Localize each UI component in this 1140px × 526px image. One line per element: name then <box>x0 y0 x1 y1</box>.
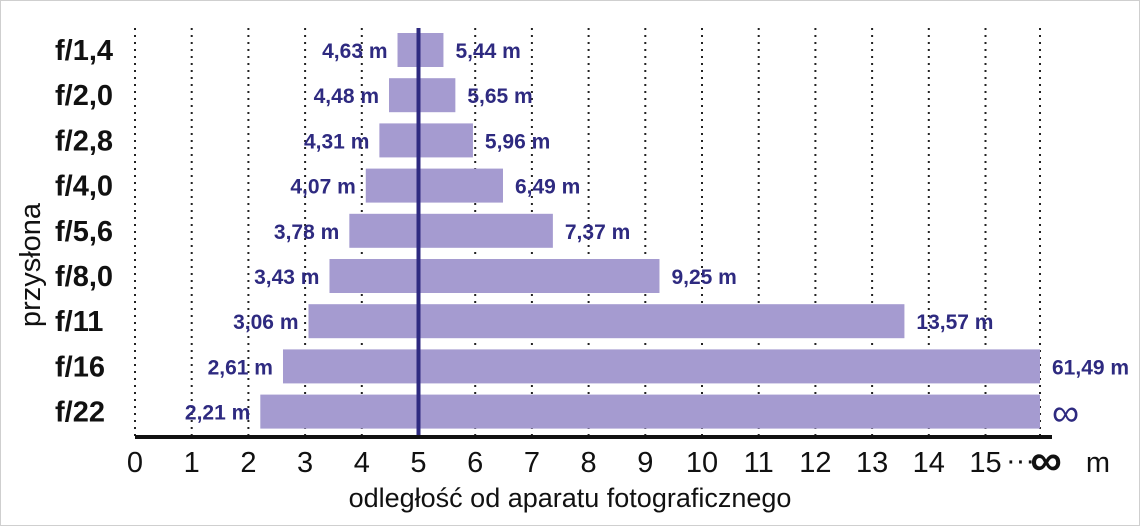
near-value-label: 4,63 m <box>322 40 387 63</box>
x-tick-label: 10 <box>686 447 718 479</box>
x-infinity-label: ∞ <box>1030 436 1061 485</box>
bar <box>349 213 553 248</box>
bar <box>379 123 473 158</box>
far-value-label: 5,44 m <box>455 40 520 63</box>
near-value-label: 4,07 m <box>290 176 355 199</box>
x-tick-label: 14 <box>913 447 945 479</box>
bar <box>260 394 1040 429</box>
y-category-labels: f/1,4 f/2,0 f/2,8 f/4,0 f/5,6 f/8,0 f/11 f/16 f/… <box>55 35 113 429</box>
x-axis-title: odległość od aparatu fotograficznego <box>349 483 792 513</box>
far-value-label: ∞ <box>1052 393 1079 435</box>
x-ellipsis: ··· <box>1006 445 1035 477</box>
x-tick-label: 13 <box>856 447 888 479</box>
near-value-label: 3,43 m <box>254 266 319 289</box>
x-unit-label: m <box>1086 447 1110 479</box>
y-axis-title: przysłona <box>15 202 47 327</box>
x-tick-label: 5 <box>410 447 426 479</box>
x-tick-label: 3 <box>297 447 313 479</box>
x-tick-label: 4 <box>354 447 370 479</box>
far-value-label: 13,57 m <box>916 311 993 334</box>
far-value-label: 7,37 m <box>565 221 630 244</box>
bar <box>282 349 1040 384</box>
x-tick-label: 2 <box>240 447 256 479</box>
x-tick-label: 7 <box>524 447 540 479</box>
category-label: f/16 <box>55 351 105 383</box>
category-label: f/8,0 <box>55 261 113 293</box>
near-value-label: 2,61 m <box>208 356 273 379</box>
far-value-label: 6,49 m <box>515 176 580 199</box>
x-tick-label: 9 <box>637 447 653 479</box>
bar <box>365 168 503 203</box>
category-label: f/2,0 <box>55 80 113 112</box>
x-tick-label: 11 <box>744 447 774 479</box>
far-value-label: 5,96 m <box>485 130 550 153</box>
category-label: f/4,0 <box>55 171 113 203</box>
x-tick-label: 0 <box>127 447 143 479</box>
category-label: f/22 <box>55 397 105 429</box>
bars <box>260 33 1040 429</box>
far-value-label: 9,25 m <box>671 266 736 289</box>
near-value-label: 2,21 m <box>185 402 250 425</box>
x-tick-label: 1 <box>184 447 200 479</box>
far-value-label: 5,65 m <box>467 85 532 108</box>
near-value-label: 4,48 m <box>314 85 379 108</box>
x-tick-label: 12 <box>799 447 831 479</box>
category-label: f/5,6 <box>55 216 113 248</box>
far-value-label: 61,49 m <box>1052 356 1129 379</box>
bar <box>389 78 456 113</box>
value-labels: 4,63 m 5,44 m 4,48 m 5,65 m 4,31 m 5,96 m 4,07… <box>185 40 1129 435</box>
category-label: f/11 <box>55 306 103 338</box>
bar <box>308 304 905 339</box>
near-value-label: 3,06 m <box>233 311 298 334</box>
near-value-label: 4,31 m <box>304 130 369 153</box>
category-label: f/1,4 <box>55 35 113 67</box>
category-label: f/2,8 <box>55 125 113 157</box>
x-tick-label: 8 <box>581 447 597 479</box>
near-value-label: 3,78 m <box>274 221 339 244</box>
bar <box>329 259 660 293</box>
x-tick-label: 15 <box>969 447 1001 479</box>
x-axis: 0 1 2 3 4 5 6 7 8 9 10 11 12 13 14 15 ···∞ m <box>127 435 1110 485</box>
x-tick-label: 6 <box>467 447 483 479</box>
